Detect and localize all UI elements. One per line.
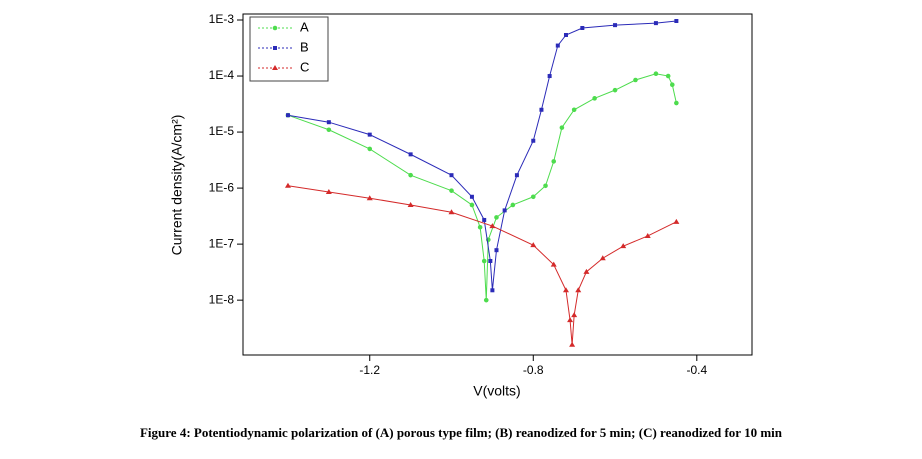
marker <box>272 25 278 31</box>
marker <box>367 146 373 152</box>
marker <box>653 21 658 26</box>
marker <box>674 19 679 24</box>
x-tick-label: -0.8 <box>523 363 544 377</box>
marker <box>653 71 659 77</box>
marker <box>599 255 606 261</box>
marker <box>494 248 499 253</box>
marker <box>285 113 290 118</box>
marker <box>530 194 536 200</box>
series-line <box>287 73 677 301</box>
y-tick-label: 1E-7 <box>209 236 235 250</box>
marker <box>665 73 671 79</box>
marker <box>448 209 455 215</box>
marker <box>494 215 499 220</box>
marker <box>543 183 548 189</box>
marker <box>550 261 557 267</box>
marker <box>366 195 373 201</box>
marker <box>489 223 496 229</box>
marker <box>272 65 278 70</box>
marker <box>325 189 332 195</box>
marker <box>514 173 519 178</box>
legend-label: A <box>300 19 309 34</box>
x-tick-label: -1.2 <box>359 363 380 377</box>
marker <box>284 182 291 188</box>
y-tick-label: 1E-6 <box>209 180 235 194</box>
marker <box>620 243 627 249</box>
marker <box>575 287 582 293</box>
marker <box>539 107 544 112</box>
legend-label: C <box>300 59 309 74</box>
marker <box>367 132 372 137</box>
marker <box>502 208 507 213</box>
y-axis-label: Current density(A/cm²) <box>169 115 185 256</box>
marker <box>408 152 413 157</box>
marker <box>669 82 675 88</box>
marker <box>449 173 454 178</box>
marker <box>326 120 331 125</box>
marker <box>483 297 489 303</box>
marker <box>567 317 574 323</box>
y-tick-label: 1E-3 <box>209 12 235 26</box>
x-tick-label: -0.4 <box>686 363 707 377</box>
marker <box>482 217 487 222</box>
marker <box>674 100 679 106</box>
marker <box>326 127 332 133</box>
marker <box>571 107 577 113</box>
marker <box>510 202 516 208</box>
y-tick-label: 1E-5 <box>209 124 235 138</box>
marker <box>571 312 578 318</box>
marker <box>408 172 413 178</box>
legend-label: B <box>300 39 309 54</box>
caption: Figure 4: Potentiodynamic polarization o… <box>140 425 783 440</box>
x-axis-label: V(volts) <box>473 383 520 399</box>
marker <box>583 268 590 274</box>
marker <box>531 138 536 143</box>
y-tick-label: 1E-8 <box>209 292 235 306</box>
marker <box>469 202 475 208</box>
marker <box>633 77 638 83</box>
marker <box>469 194 474 199</box>
marker <box>481 258 487 264</box>
marker <box>555 43 560 48</box>
marker <box>449 188 454 193</box>
series-line <box>287 20 677 291</box>
marker <box>563 33 568 38</box>
plot-frame <box>242 13 753 356</box>
marker <box>407 201 414 207</box>
marker <box>673 218 680 224</box>
y-tick-label: 1E-4 <box>209 68 235 82</box>
marker <box>580 26 585 31</box>
marker <box>490 288 495 293</box>
legend-box <box>249 16 329 82</box>
marker <box>644 232 651 238</box>
marker <box>592 96 597 101</box>
marker <box>559 125 565 130</box>
marker <box>613 23 618 28</box>
marker <box>477 224 483 230</box>
marker <box>488 258 493 263</box>
marker <box>551 159 557 164</box>
marker <box>530 242 537 248</box>
marker <box>562 287 569 293</box>
marker <box>612 87 618 93</box>
marker <box>569 341 576 347</box>
marker <box>273 46 277 50</box>
marker <box>547 74 552 79</box>
series-line <box>287 185 677 345</box>
